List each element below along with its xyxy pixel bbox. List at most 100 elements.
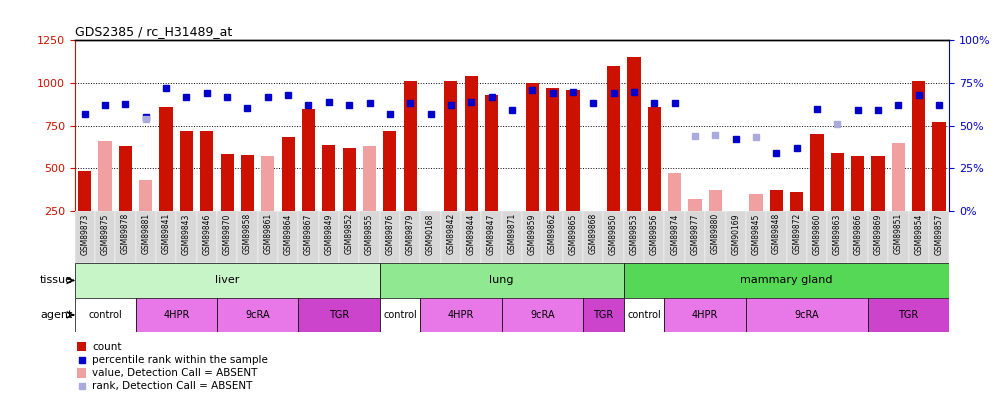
Text: GSM89865: GSM89865 (569, 213, 578, 255)
Text: mammary gland: mammary gland (741, 275, 833, 286)
Text: GSM90168: GSM90168 (426, 213, 435, 255)
Bar (624, 211, 644, 263)
Bar (851, 156, 865, 211)
Bar (932, 122, 945, 211)
Bar (79, 171, 91, 211)
Text: TGR: TGR (329, 310, 349, 320)
Bar (343, 148, 356, 211)
Bar (644, 211, 664, 263)
Bar (380, 263, 624, 298)
Bar (786, 211, 807, 263)
Text: 4HPR: 4HPR (163, 310, 190, 320)
Bar (522, 211, 543, 263)
Bar (200, 131, 214, 211)
Text: GSM89851: GSM89851 (894, 213, 903, 254)
Text: GSM89874: GSM89874 (670, 213, 679, 255)
Text: GSM89862: GSM89862 (548, 213, 557, 254)
Bar (281, 137, 295, 211)
Bar (929, 211, 949, 263)
Text: GSM89859: GSM89859 (528, 213, 537, 255)
Bar (567, 90, 580, 211)
Bar (807, 211, 827, 263)
Text: GSM89848: GSM89848 (772, 213, 781, 254)
Bar (603, 211, 624, 263)
Bar (98, 141, 111, 211)
Bar (831, 153, 844, 211)
Bar (278, 211, 298, 263)
Text: GSM89877: GSM89877 (691, 213, 700, 255)
Bar (464, 76, 478, 211)
Bar (180, 131, 193, 211)
Bar (380, 211, 400, 263)
Bar (868, 298, 949, 332)
Bar (139, 180, 152, 211)
Text: GSM89849: GSM89849 (324, 213, 333, 255)
Text: GSM90169: GSM90169 (732, 213, 741, 255)
Text: rank, Detection Call = ABSENT: rank, Detection Call = ABSENT (92, 381, 252, 391)
Bar (298, 298, 380, 332)
Bar (827, 211, 848, 263)
Bar (583, 211, 603, 263)
Text: GSM89869: GSM89869 (874, 213, 883, 255)
Text: GSM89853: GSM89853 (629, 213, 638, 255)
Text: GSM89870: GSM89870 (223, 213, 232, 255)
Text: GSM89872: GSM89872 (792, 213, 801, 254)
Bar (400, 211, 420, 263)
Bar (766, 211, 786, 263)
Text: GSM89868: GSM89868 (588, 213, 597, 254)
Text: GSM89875: GSM89875 (100, 213, 109, 255)
Text: control: control (627, 310, 661, 320)
Bar (889, 211, 909, 263)
Text: GSM89850: GSM89850 (609, 213, 618, 255)
Bar (420, 298, 502, 332)
Text: GSM89860: GSM89860 (812, 213, 822, 255)
Text: GSM89871: GSM89871 (507, 213, 517, 254)
Bar (360, 211, 380, 263)
Text: control: control (88, 310, 122, 320)
Bar (790, 192, 803, 211)
Text: GSM89881: GSM89881 (141, 213, 150, 254)
Bar (668, 173, 681, 211)
Bar (380, 298, 420, 332)
Bar (810, 134, 824, 211)
Bar (75, 211, 94, 263)
Text: GSM89841: GSM89841 (162, 213, 171, 254)
Bar (746, 211, 766, 263)
Bar (543, 211, 563, 263)
Bar (726, 211, 746, 263)
Bar (135, 211, 156, 263)
Text: GSM89845: GSM89845 (751, 213, 760, 255)
Text: GSM89855: GSM89855 (365, 213, 374, 255)
Text: lung: lung (489, 275, 514, 286)
Text: GSM89861: GSM89861 (263, 213, 272, 254)
Bar (176, 211, 197, 263)
Text: GSM89854: GSM89854 (914, 213, 923, 255)
Bar (238, 211, 257, 263)
Bar (75, 263, 380, 298)
Bar (339, 211, 360, 263)
Text: GSM89864: GSM89864 (283, 213, 292, 255)
Bar (257, 211, 278, 263)
Text: 9cRA: 9cRA (246, 310, 270, 320)
Bar (502, 298, 583, 332)
Bar (420, 211, 440, 263)
Text: GSM89842: GSM89842 (446, 213, 455, 254)
Text: count: count (92, 341, 121, 352)
Text: value, Detection Call = ABSENT: value, Detection Call = ABSENT (92, 368, 257, 378)
Text: GSM89856: GSM89856 (650, 213, 659, 255)
Bar (461, 211, 481, 263)
Text: TGR: TGR (899, 310, 918, 320)
Bar (404, 81, 416, 211)
Text: 4HPR: 4HPR (448, 310, 474, 320)
Bar (363, 146, 376, 211)
Bar (624, 298, 664, 332)
Bar (159, 107, 173, 211)
Bar (322, 145, 335, 211)
Bar (241, 155, 254, 211)
Bar (648, 107, 661, 211)
Bar (709, 190, 722, 211)
Text: 9cRA: 9cRA (530, 310, 555, 320)
Bar (94, 211, 115, 263)
Text: GSM89843: GSM89843 (182, 213, 191, 255)
Bar (217, 298, 298, 332)
